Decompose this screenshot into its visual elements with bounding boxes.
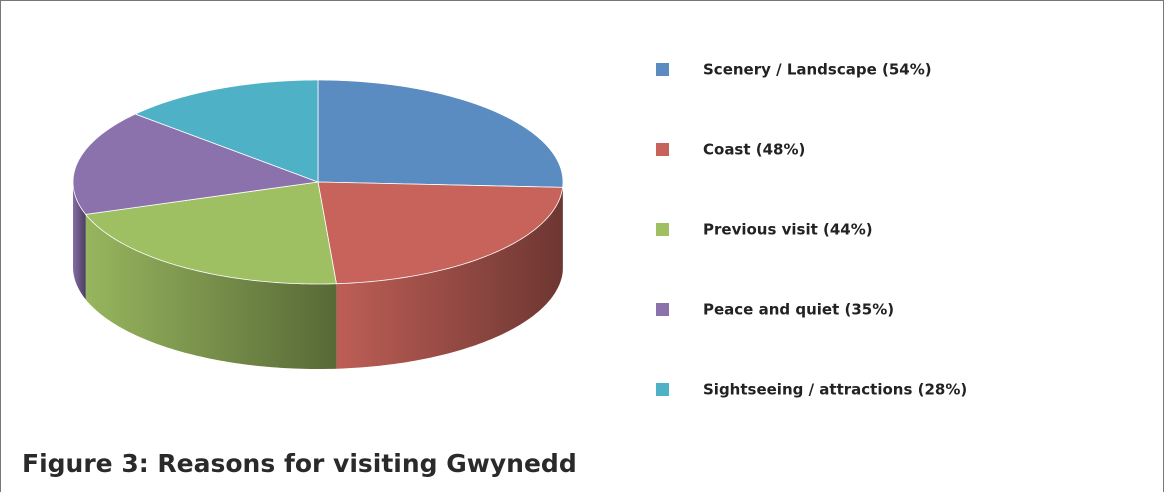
slice-side-shade [85, 214, 337, 369]
slice-side-shade [336, 187, 563, 369]
slice [134, 79, 319, 183]
legend-label: Sightseeing / attractions (28%) [703, 381, 967, 399]
slice-side-shade [73, 182, 86, 300]
slice [317, 79, 564, 188]
legend-swatch [656, 383, 669, 396]
legend-label: Scenery / Landscape (54%) [703, 61, 932, 79]
legend-label: Peace and quiet (35%) [703, 301, 894, 319]
legend-label: Coast (48%) [703, 141, 805, 159]
legend-swatch [656, 63, 669, 76]
legend-swatch [656, 143, 669, 156]
slice [72, 113, 319, 215]
pie [72, 79, 564, 369]
legend-swatch [656, 223, 669, 236]
slice [317, 181, 564, 285]
slice [84, 181, 337, 285]
legend: Scenery / Landscape (54%) Coast (48%) Prev… [656, 61, 967, 399]
legend-swatch [656, 303, 669, 316]
legend-label: Previous visit (44%) [703, 221, 873, 239]
chart-title: Figure 3: Reasons for visiting Gwynedd [22, 449, 577, 478]
